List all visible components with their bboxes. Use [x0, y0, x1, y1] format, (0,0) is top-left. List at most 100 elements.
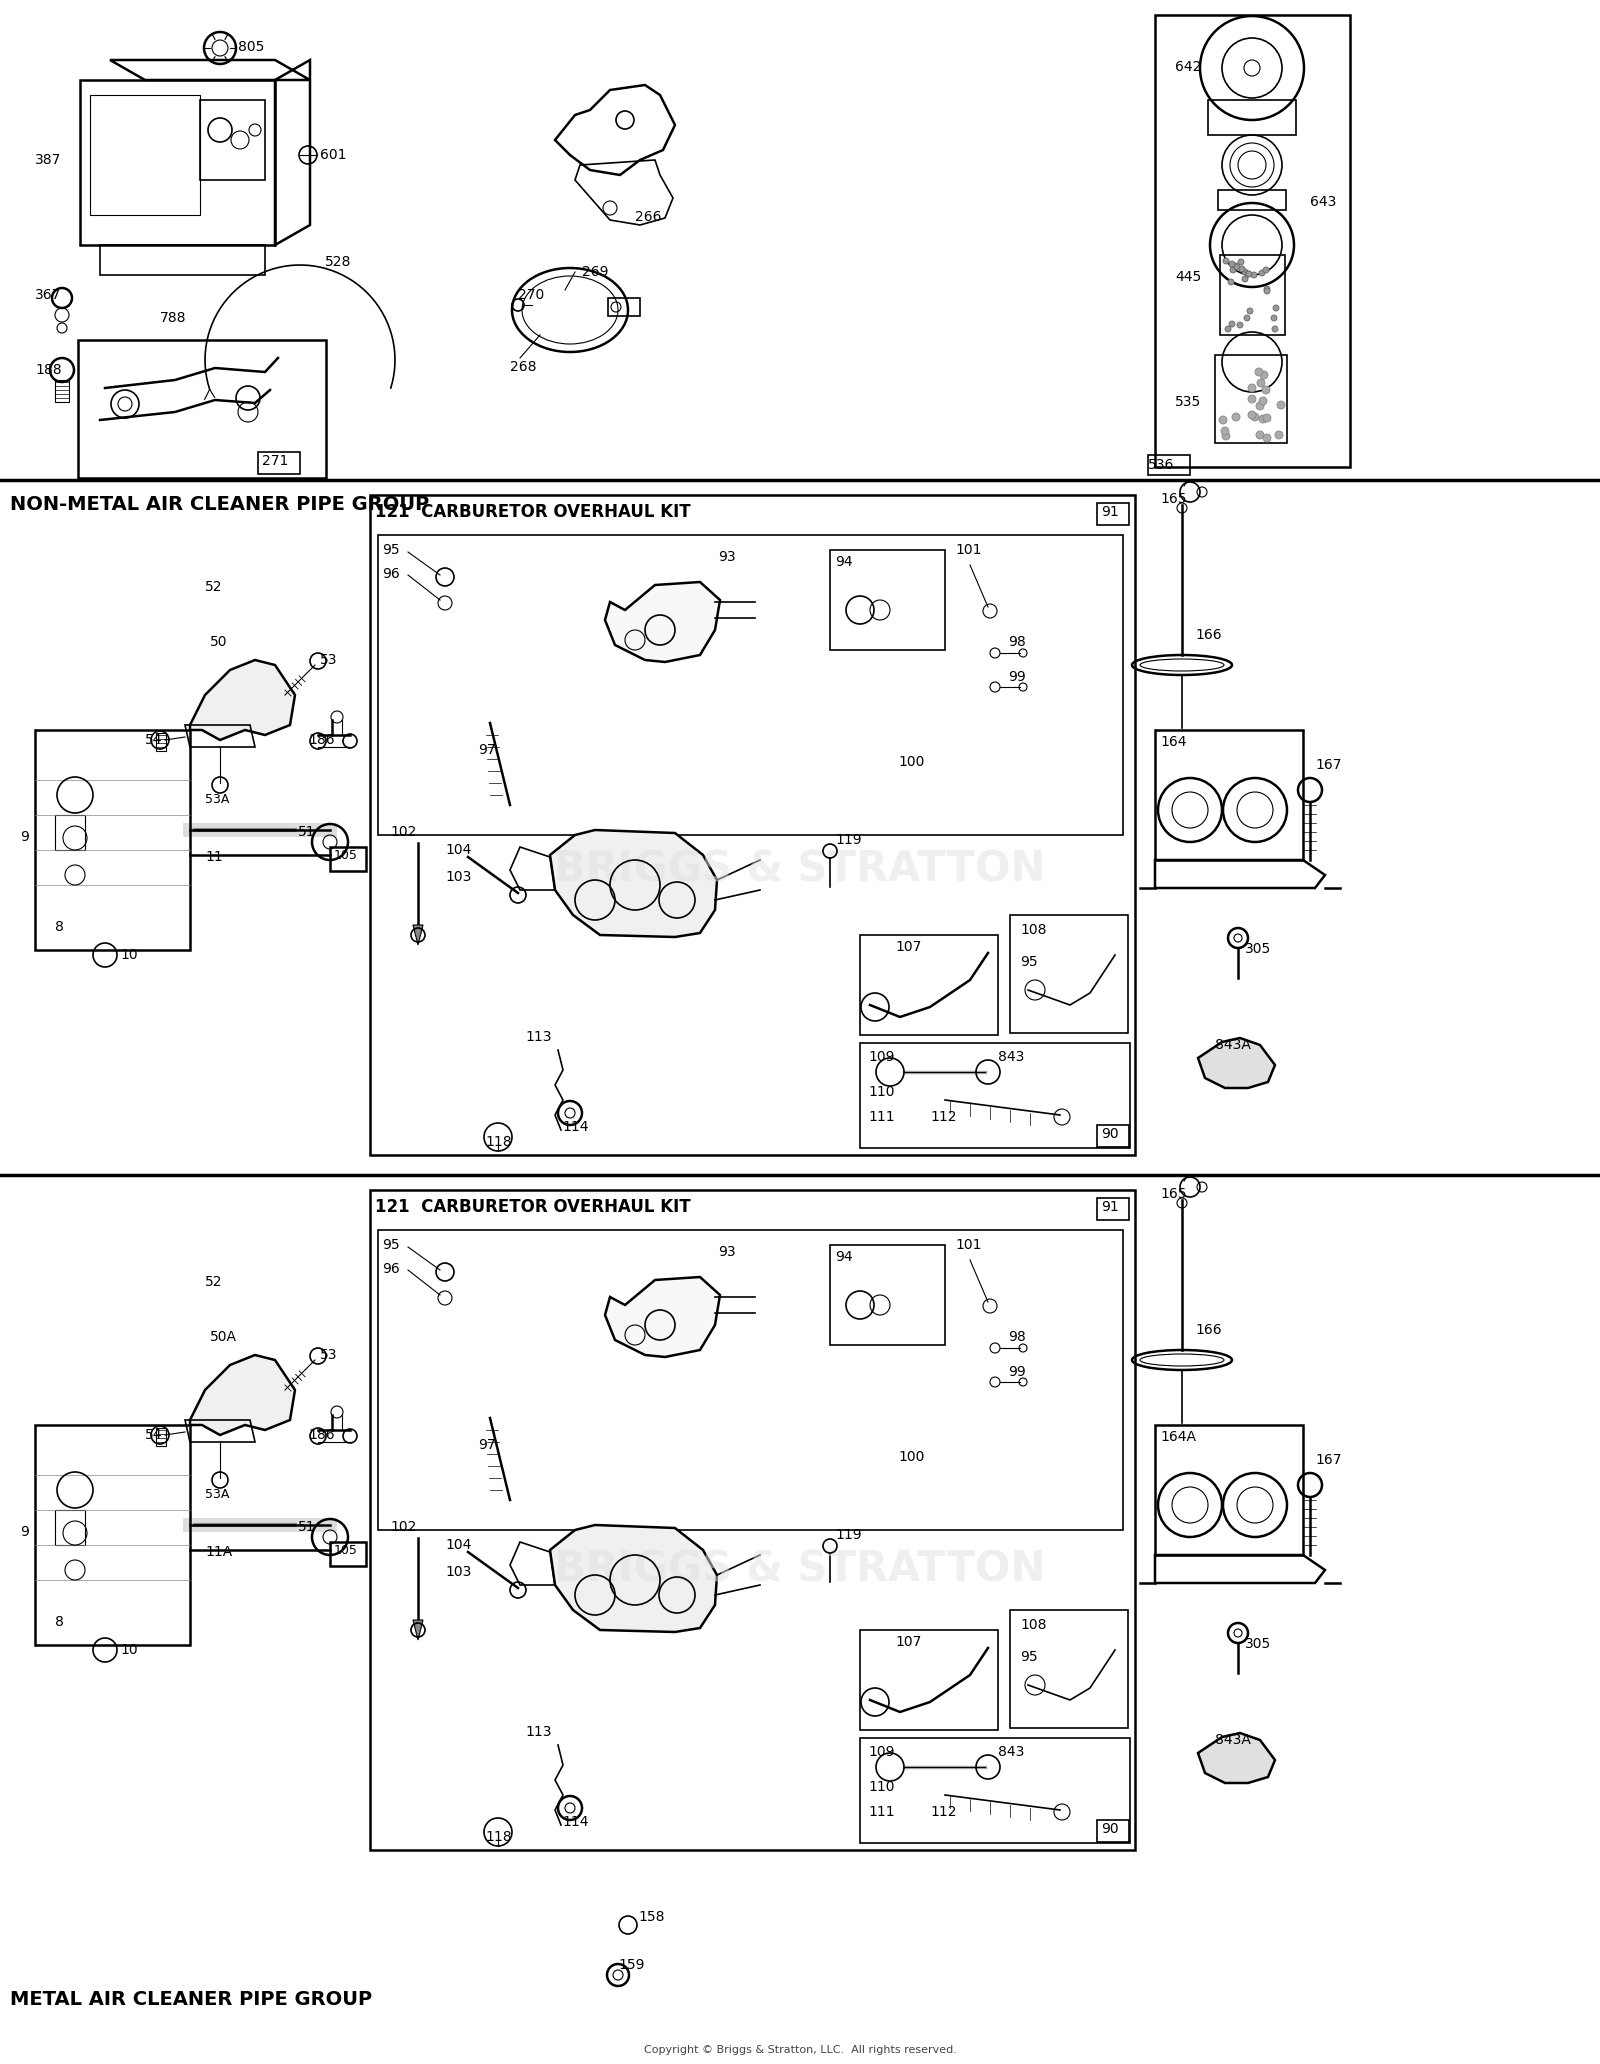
Text: 165: 165 — [1160, 1187, 1187, 1201]
Text: 95: 95 — [1021, 1649, 1038, 1664]
Text: 53: 53 — [320, 1348, 338, 1362]
Circle shape — [1229, 279, 1234, 285]
Text: 51: 51 — [298, 1519, 315, 1534]
Bar — [830, 1245, 946, 1346]
Text: 52: 52 — [205, 1276, 222, 1290]
Text: 367: 367 — [35, 289, 61, 301]
Text: 269: 269 — [582, 264, 608, 279]
Text: 94: 94 — [835, 555, 853, 570]
Bar — [90, 95, 200, 215]
Text: 167: 167 — [1315, 757, 1341, 772]
Circle shape — [1248, 411, 1256, 419]
Circle shape — [1272, 326, 1278, 332]
Text: 166: 166 — [1195, 627, 1222, 642]
Bar — [1010, 914, 1128, 1032]
Text: 164A: 164A — [1160, 1430, 1197, 1445]
Text: NON-METAL AIR CLEANER PIPE GROUP: NON-METAL AIR CLEANER PIPE GROUP — [10, 495, 429, 514]
Text: 10: 10 — [120, 1643, 138, 1657]
Text: 100: 100 — [898, 755, 925, 770]
Text: 50A: 50A — [210, 1329, 237, 1344]
Text: 536: 536 — [1149, 458, 1174, 473]
Circle shape — [1219, 417, 1227, 423]
Circle shape — [1262, 386, 1270, 394]
Text: 100: 100 — [898, 1451, 925, 1463]
Text: 96: 96 — [382, 568, 400, 580]
Text: 528: 528 — [325, 256, 352, 268]
Text: 107: 107 — [894, 939, 922, 954]
Text: 114: 114 — [562, 1814, 589, 1829]
Text: 108: 108 — [1021, 923, 1046, 937]
Text: 95: 95 — [1021, 956, 1038, 968]
Text: 159: 159 — [618, 1959, 645, 1971]
Text: 90: 90 — [1101, 1823, 1118, 1837]
Circle shape — [1229, 260, 1235, 266]
Text: BRIGGS & STRATTON: BRIGGS & STRATTON — [554, 1548, 1046, 1591]
Text: 109: 109 — [867, 1744, 894, 1759]
Circle shape — [1262, 433, 1270, 442]
Circle shape — [1234, 264, 1240, 270]
Bar — [54, 815, 85, 850]
Bar — [157, 733, 166, 751]
Circle shape — [1242, 277, 1248, 283]
Bar — [1155, 1424, 1302, 1554]
Circle shape — [1226, 326, 1230, 332]
Text: 93: 93 — [718, 1245, 736, 1259]
Bar — [1098, 1125, 1130, 1148]
Text: 805: 805 — [238, 39, 264, 54]
Circle shape — [1254, 367, 1262, 376]
Polygon shape — [605, 1278, 720, 1356]
Text: 98: 98 — [1008, 636, 1026, 648]
Bar — [1214, 355, 1286, 444]
Text: 110: 110 — [867, 1086, 894, 1098]
Circle shape — [1251, 272, 1258, 279]
Text: 305: 305 — [1245, 941, 1272, 956]
Text: 167: 167 — [1315, 1453, 1341, 1468]
Text: BRIGGS & STRATTON: BRIGGS & STRATTON — [554, 848, 1046, 892]
Text: 98: 98 — [1008, 1329, 1026, 1344]
Bar — [861, 1738, 1130, 1843]
Text: 93: 93 — [718, 549, 736, 563]
Text: 54: 54 — [146, 733, 163, 747]
Bar — [35, 1424, 190, 1645]
Bar — [1208, 99, 1296, 134]
Circle shape — [1251, 413, 1259, 421]
Text: 95: 95 — [382, 543, 400, 557]
Text: 104: 104 — [445, 1538, 472, 1552]
Bar — [1218, 190, 1286, 211]
Circle shape — [1259, 270, 1266, 277]
Text: 165: 165 — [1160, 491, 1187, 506]
Polygon shape — [605, 582, 720, 663]
Text: 111: 111 — [867, 1806, 894, 1818]
Text: 118: 118 — [485, 1831, 512, 1843]
Text: 535: 535 — [1174, 394, 1202, 409]
Text: 97: 97 — [478, 1439, 496, 1451]
Text: 387: 387 — [35, 153, 61, 167]
Bar — [378, 535, 1123, 836]
Bar — [861, 1042, 1130, 1148]
Polygon shape — [550, 1525, 717, 1633]
Circle shape — [1275, 431, 1283, 440]
Text: 108: 108 — [1021, 1618, 1046, 1633]
Circle shape — [1232, 413, 1240, 421]
Text: 121  CARBURETOR OVERHAUL KIT: 121 CARBURETOR OVERHAUL KIT — [374, 1197, 691, 1216]
Text: 53A: 53A — [205, 1488, 229, 1501]
Circle shape — [1256, 402, 1264, 411]
Polygon shape — [1198, 1734, 1275, 1783]
Bar — [35, 731, 190, 949]
Text: 102: 102 — [390, 1519, 416, 1534]
Circle shape — [1259, 396, 1267, 405]
Bar — [830, 549, 946, 650]
Text: 101: 101 — [955, 543, 981, 557]
Text: 268: 268 — [510, 359, 536, 374]
Text: Copyright © Briggs & Stratton, LLC.  All rights reserved.: Copyright © Briggs & Stratton, LLC. All … — [643, 2045, 957, 2056]
Text: 109: 109 — [867, 1051, 894, 1065]
Text: 843A: 843A — [1214, 1734, 1251, 1746]
Text: 101: 101 — [955, 1238, 981, 1253]
Text: 642: 642 — [1174, 60, 1202, 74]
Circle shape — [1246, 270, 1251, 277]
Text: 51: 51 — [298, 826, 315, 838]
Text: 788: 788 — [160, 312, 187, 324]
Bar — [1155, 731, 1302, 861]
Bar — [200, 99, 266, 180]
Text: 266: 266 — [635, 211, 661, 225]
